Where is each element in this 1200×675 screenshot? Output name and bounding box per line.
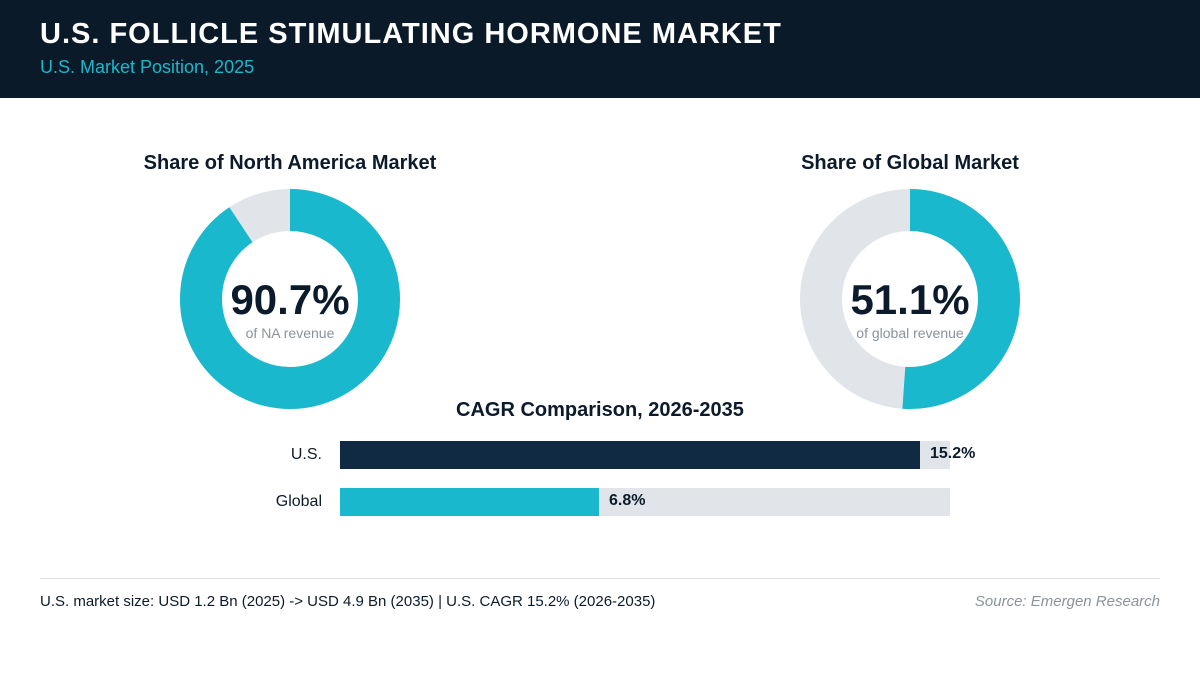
global-share-caption: of global revenue	[856, 325, 964, 341]
na-share-caption: of NA revenue	[245, 325, 335, 341]
bar-track-us: 15.2%	[340, 441, 975, 469]
na-share-title: Share of North America Market	[143, 152, 437, 174]
bar-label-global: Global	[275, 493, 322, 510]
cagr-chart-title: CAGR Comparison, 2026-2035	[456, 399, 744, 421]
footer-divider	[40, 578, 1160, 579]
header-bar: U.S. FOLLICLE STIMULATING HORMONE MARKET…	[0, 0, 1200, 98]
na-share-value: 90.7%	[230, 276, 350, 323]
bar-track-global: 6.8%	[340, 488, 950, 516]
global-share-value: 51.1%	[850, 276, 970, 323]
bar-value-global: 6.8%	[609, 492, 646, 509]
bar-global	[340, 488, 599, 516]
na-share-slice	[180, 189, 400, 409]
page-subtitle: U.S. Market Position, 2025	[40, 57, 255, 77]
bar-value-us: 15.2%	[930, 445, 976, 462]
global-share-donut	[800, 189, 1020, 409]
source-credit: Source: Emergen Research	[974, 593, 1160, 610]
global-share-title: Share of Global Market	[801, 152, 1019, 174]
bar-label-us: U.S.	[290, 446, 322, 463]
bar-us	[340, 441, 920, 469]
footer-note: U.S. market size: USD 1.2 Bn (2025) -> U…	[40, 593, 656, 610]
global-share-slice	[902, 189, 1020, 409]
na-share-donut	[180, 189, 400, 409]
page-title: U.S. FOLLICLE STIMULATING HORMONE MARKET	[40, 18, 782, 50]
